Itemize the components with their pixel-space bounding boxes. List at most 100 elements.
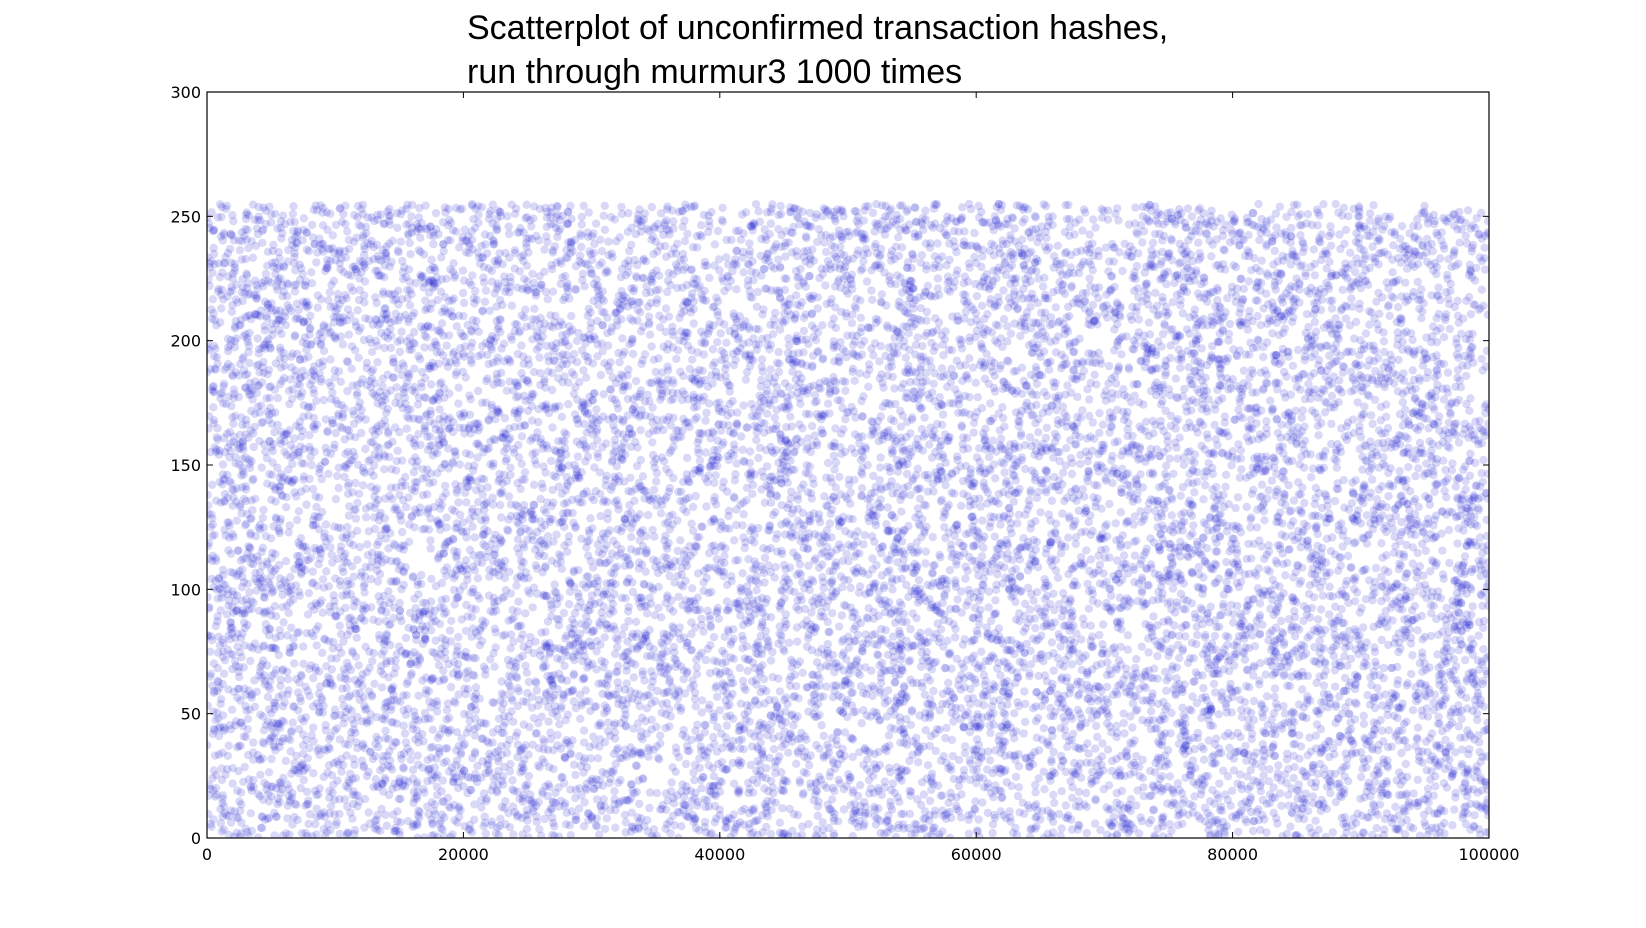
scatter-point [224, 272, 232, 280]
scatter-point [544, 368, 552, 376]
scatter-point [1224, 729, 1232, 737]
scatter-point [857, 719, 865, 727]
scatter-point [341, 202, 349, 210]
scatter-point [613, 643, 621, 651]
scatter-point [1167, 341, 1175, 349]
scatter-point [378, 683, 386, 691]
scatter-point [1077, 774, 1085, 782]
scatter-point [1099, 420, 1107, 428]
scatter-point [876, 463, 884, 471]
scatter-point [713, 693, 721, 701]
scatter-point [946, 649, 954, 657]
scatter-point [318, 649, 326, 657]
scatter-point [858, 412, 866, 420]
scatter-point [1415, 757, 1423, 765]
scatter-point [1477, 469, 1485, 477]
scatter-point [259, 506, 267, 514]
scatter-point [1177, 590, 1185, 598]
scatter-point [204, 501, 212, 509]
scatter-point [957, 502, 965, 510]
scatter-point [533, 686, 541, 694]
scatter-point [306, 325, 314, 333]
scatter-point [555, 720, 563, 728]
scatter-point [961, 575, 969, 583]
scatter-point [961, 563, 969, 571]
scatter-point [208, 269, 216, 277]
scatter-point [709, 345, 717, 353]
scatter-point [204, 593, 212, 601]
scatter-point [603, 814, 611, 822]
scatter-point [462, 373, 470, 381]
scatter-point [1443, 724, 1451, 732]
scatter-point [1377, 539, 1385, 547]
scatter-point [1480, 244, 1488, 252]
scatter-point [857, 314, 865, 322]
scatter-point [1158, 293, 1166, 301]
scatter-point [368, 348, 376, 356]
scatter-point [446, 626, 454, 634]
scatter-point [1092, 722, 1100, 730]
scatter-point [1194, 239, 1202, 247]
scatter-point [362, 513, 370, 521]
scatter-point [524, 407, 532, 415]
scatter-point [305, 692, 313, 700]
scatter-point [249, 738, 257, 746]
scatter-point [1373, 495, 1381, 503]
scatter-point [599, 390, 607, 398]
scatter-point [1280, 368, 1288, 376]
scatter-point [1474, 631, 1482, 639]
scatter-point [877, 412, 885, 420]
scatter-point [523, 201, 531, 209]
scatter-point [771, 414, 779, 422]
scatter-point [1337, 553, 1345, 561]
scatter-point [928, 570, 936, 578]
scatter-point [481, 812, 489, 820]
scatter-point [404, 624, 412, 632]
scatter-point [723, 721, 731, 729]
scatter-point [1271, 684, 1279, 692]
scatter-point [286, 218, 294, 226]
scatter-point [520, 720, 528, 728]
scatter-point [537, 629, 545, 637]
scatter-point [1188, 212, 1196, 220]
scatter-point [212, 622, 220, 630]
scatter-point [544, 717, 552, 725]
scatter-point [1311, 500, 1319, 508]
scatter-point [868, 692, 876, 700]
scatter-point [1020, 729, 1028, 737]
scatter-point [767, 613, 775, 621]
scatter-point [970, 229, 978, 237]
scatter-point [820, 732, 828, 740]
scatter-point [880, 584, 888, 592]
scatter-point [407, 212, 415, 220]
scatter-point [939, 410, 947, 418]
scatter-point [207, 823, 215, 831]
scatter-point [636, 426, 644, 434]
scatter-point [307, 461, 315, 469]
scatter-point [1452, 483, 1460, 491]
scatter-point [1385, 312, 1393, 320]
scatter-point [959, 490, 967, 498]
scatter-point [360, 617, 368, 625]
scatter-point [1094, 247, 1102, 255]
scatter-point [1483, 347, 1491, 355]
scatter-point [414, 751, 422, 759]
scatter-point [1248, 490, 1256, 498]
scatter-point [992, 586, 1000, 594]
scatter-point [1169, 528, 1177, 536]
scatter-point [1054, 574, 1062, 582]
scatter-point [505, 230, 513, 238]
scatter-point [220, 670, 228, 678]
scatter-point [208, 481, 216, 489]
scatter-point [1234, 729, 1242, 737]
scatter-point [323, 448, 331, 456]
scatter-point [513, 284, 521, 292]
scatter-point [888, 585, 896, 593]
scatter-point [570, 761, 578, 769]
scatter-point [1066, 223, 1074, 231]
scatter-point [550, 822, 558, 830]
scatter-point [1416, 832, 1424, 840]
scatter-point [231, 267, 239, 275]
scatter-point [1095, 631, 1103, 639]
scatter-point [326, 355, 334, 363]
